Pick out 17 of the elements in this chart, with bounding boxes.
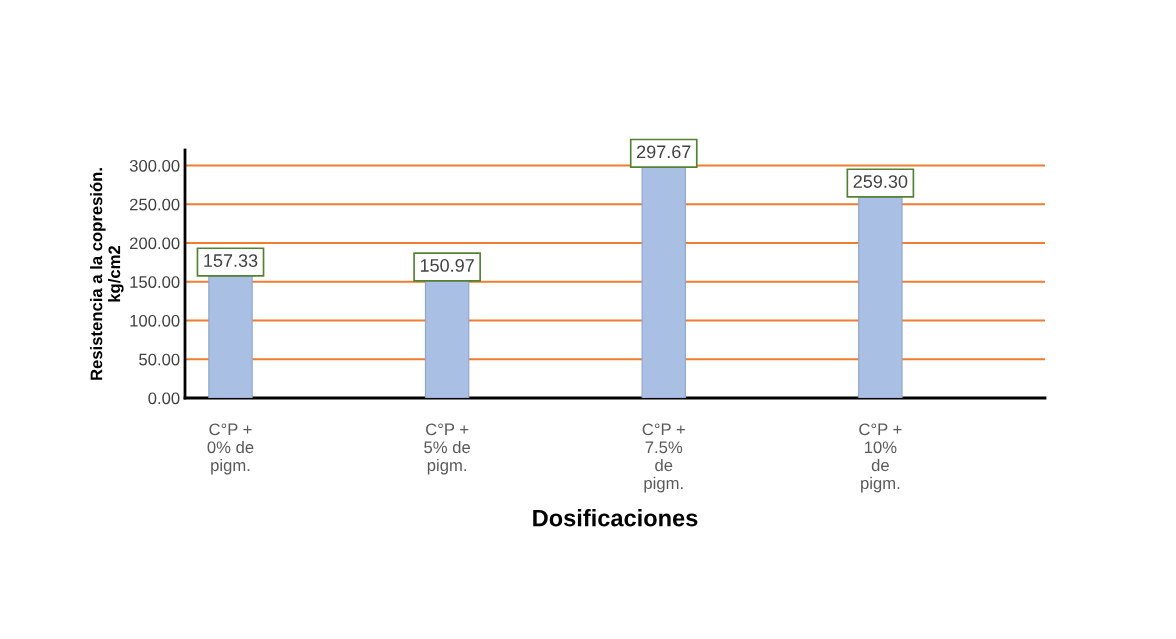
x-tick-label: C°P + 0% de pigm.: [207, 423, 254, 475]
y-tick-label: 50.00: [139, 353, 180, 366]
y-tick-label: 300.00: [129, 159, 180, 172]
data-label: 157.33: [204, 254, 258, 267]
x-tick-label: C°P + 7.5% de pigm.: [642, 423, 685, 493]
y-tick-label: 200.00: [130, 237, 180, 250]
y-axis-title: Resistencia a la copresión. kg/cm2: [89, 168, 124, 380]
x-axis-title: Dosificaciones: [533, 509, 698, 527]
data-label: 150.97: [420, 259, 474, 272]
y-tick-label: 250.00: [130, 198, 180, 211]
data-label: 259.30: [853, 175, 908, 188]
x-tick-label: C°P + 5% de pigm.: [424, 423, 471, 475]
y-tick-label: 0.00: [148, 392, 180, 405]
y-tick-label: 150.00: [130, 276, 180, 288]
x-tick-label: C°P + 10% de pigm.: [859, 423, 902, 493]
data-label: 297.67: [637, 145, 691, 159]
y-tick-label: 100.00: [130, 314, 180, 327]
